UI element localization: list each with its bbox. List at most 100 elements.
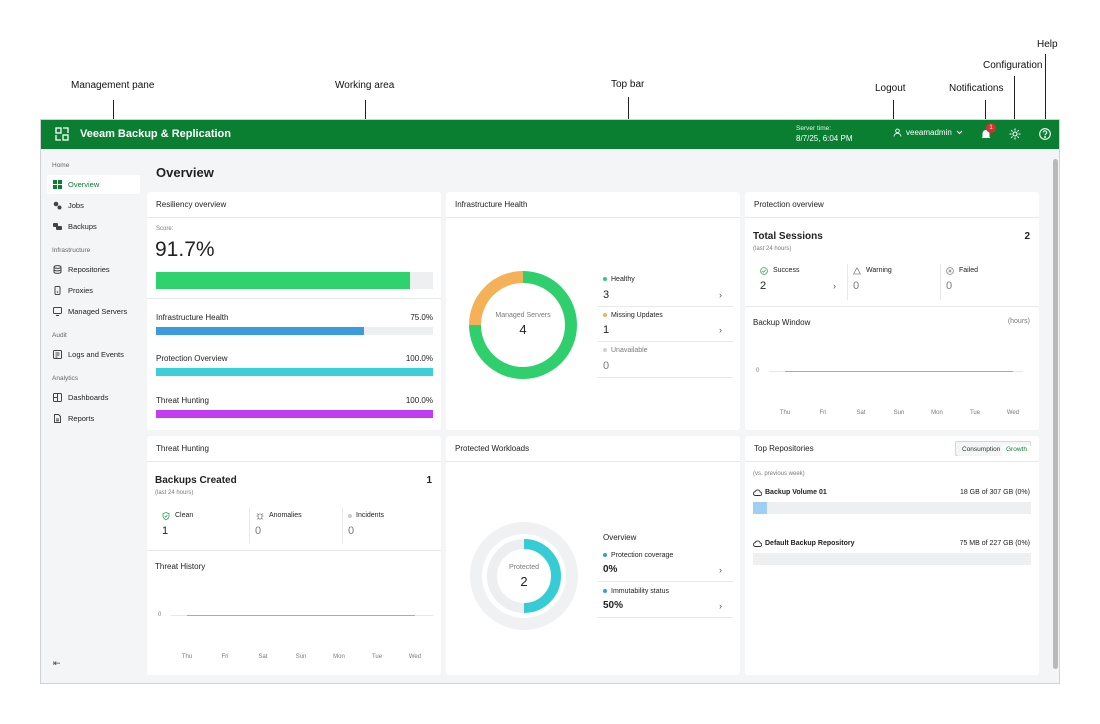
threat-hunting-label: Threat Hunting xyxy=(156,396,209,405)
chart-series-line xyxy=(785,371,1013,372)
overview-title: Overview xyxy=(603,533,637,542)
dot-icon xyxy=(603,277,607,282)
protection-overview-label: Protection Overview xyxy=(156,354,228,363)
repo-usage-bar xyxy=(753,502,1031,514)
item-value: 1 xyxy=(603,324,610,336)
chart-series-line xyxy=(187,615,415,616)
tab-growth[interactable]: Growth xyxy=(1002,445,1031,456)
help-icon[interactable] xyxy=(1038,127,1052,141)
logs-icon xyxy=(53,350,62,359)
x-axis-tick-label: Sun xyxy=(893,410,905,416)
backup-window-unit: (hours) xyxy=(1007,318,1030,325)
item-value: 0% xyxy=(603,564,618,575)
divider xyxy=(147,298,441,299)
item-value: 0 xyxy=(603,360,610,372)
x-axis-tick-label: Fri xyxy=(221,654,229,660)
status-value: 2 xyxy=(760,280,767,292)
callout-configuration: Configuration xyxy=(983,60,1043,71)
x-axis-tick-label: Tue xyxy=(371,654,383,660)
x-axis-tick-label: Sat xyxy=(258,654,268,660)
check-circle-icon xyxy=(760,267,768,275)
donut-label: Protected xyxy=(509,564,539,571)
top-repositories-card: Top Repositories Consumption Growth (vs.… xyxy=(745,436,1039,675)
repo-usage-bar-fill xyxy=(753,502,767,514)
sidebar-item-label: Dashboards xyxy=(68,393,109,402)
status-value: 0 xyxy=(853,280,860,292)
donut-protected-segment xyxy=(523,539,561,613)
card-title: Protection overview xyxy=(745,192,1039,218)
status-value: 0 xyxy=(255,525,262,537)
managed-servers-donut xyxy=(469,271,577,379)
protected-donut xyxy=(470,522,578,630)
collapse-sidebar-button[interactable]: ⇤ xyxy=(53,658,61,668)
item-label: Protection coverage xyxy=(603,552,673,559)
callout-line-help xyxy=(1045,54,1046,129)
infra-health-bar xyxy=(156,327,433,335)
sidebar-item-dashboards[interactable]: Dashboards xyxy=(47,388,140,407)
x-axis-tick-label: Tue xyxy=(969,410,981,416)
server-time-label: Server time: xyxy=(796,125,832,132)
management-pane: Home Overview Jobs Backups Infrastructur… xyxy=(41,149,146,683)
score-value: 91.7% xyxy=(155,238,215,261)
donut-outer-track xyxy=(470,522,578,630)
app-logo-icon xyxy=(55,127,69,141)
app-window: Veeam Backup & Replication Server time: … xyxy=(40,119,1060,684)
sidebar-item-reports[interactable]: Reports xyxy=(47,409,140,428)
protection-overview-value: 100.0% xyxy=(405,354,433,363)
donut-label: Managed Servers xyxy=(495,312,551,319)
item-label-text: Missing Updates xyxy=(611,312,663,319)
tab-consumption[interactable]: Consumption xyxy=(958,445,1005,456)
threat-hunting-bar-fill xyxy=(156,410,433,418)
user-name: veeamadmin xyxy=(906,128,952,137)
divider xyxy=(598,341,733,342)
repo-usage: 75 MB of 227 GB (0%) xyxy=(959,540,1030,547)
protection-overview-bar xyxy=(156,368,433,376)
resiliency-overview-card: Resiliency overview Score: 91.7% Infrast… xyxy=(147,192,441,430)
divider xyxy=(598,377,733,378)
x-axis-tick-label: Sun xyxy=(295,654,307,660)
dashboard-icon xyxy=(53,393,62,402)
item-label-text: Immutability status xyxy=(611,588,669,595)
donut-segment-missing-updates xyxy=(469,271,524,326)
threat-history-title: Threat History xyxy=(155,562,206,571)
score-bar-fill xyxy=(156,272,410,289)
item-value: 3 xyxy=(603,289,610,301)
status-label: Incidents xyxy=(356,512,385,519)
logout-user-menu[interactable]: veeamadmin xyxy=(893,128,963,137)
configuration-gear-icon[interactable] xyxy=(1008,127,1022,141)
sidebar-item-backups[interactable]: Backups xyxy=(47,217,140,236)
callout-working-area: Working area xyxy=(335,80,395,91)
status-value: 0 xyxy=(348,525,355,537)
grid-icon xyxy=(53,180,62,189)
x-axis-tick-label: Mon xyxy=(333,654,345,660)
divider xyxy=(598,581,733,582)
sidebar-item-logs-and-events[interactable]: Logs and Events xyxy=(47,345,140,364)
backups-created-label: Backups Created xyxy=(155,475,237,486)
scrollbar-thumb[interactable] xyxy=(1053,159,1058,669)
sidebar-item-repositories[interactable]: Repositories xyxy=(47,260,140,279)
divider xyxy=(147,550,441,551)
repo-name[interactable]: Backup Volume 01 xyxy=(765,489,827,496)
callout-help: Help xyxy=(1037,39,1058,50)
main-scrollbar[interactable] xyxy=(1051,149,1059,683)
repo-view-toggle: Consumption Growth xyxy=(955,441,1031,456)
score-label: Score: xyxy=(156,226,174,232)
threat-hunting-bar xyxy=(156,410,433,418)
status-label: Failed xyxy=(959,267,979,274)
user-icon xyxy=(893,128,902,137)
total-sessions-sub: (last 24 hours) xyxy=(753,246,792,252)
sidebar-item-jobs[interactable]: Jobs xyxy=(47,196,140,215)
report-icon xyxy=(54,414,61,423)
x-axis-tick-label: Wed xyxy=(1006,410,1020,416)
sidebar-section-audit: Audit xyxy=(52,332,67,339)
dot-icon xyxy=(603,553,607,558)
card-title: Resiliency overview xyxy=(147,192,441,218)
card-title: Protected Workloads xyxy=(446,436,740,462)
sidebar-item-overview[interactable]: Overview xyxy=(47,175,140,194)
repo-name[interactable]: Default Backup Repository xyxy=(765,540,855,547)
sidebar-item-managed-servers[interactable]: Managed Servers xyxy=(47,302,140,321)
chevron-right-icon: › xyxy=(719,565,722,575)
sidebar-item-label: Logs and Events xyxy=(68,350,124,359)
sidebar-item-proxies[interactable]: Proxies xyxy=(47,281,140,300)
